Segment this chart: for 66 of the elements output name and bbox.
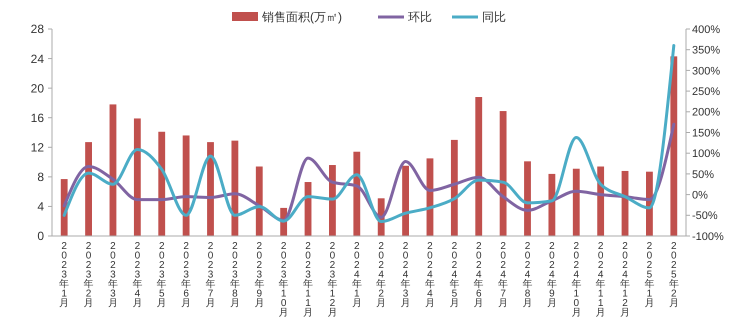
x-tick-label: 2023年7月 <box>206 241 216 309</box>
y2-tick-label: 100% <box>692 148 720 160</box>
x-tick-label: 2025年1月 <box>644 241 654 309</box>
x-tick-label: 2023年6月 <box>181 241 192 309</box>
y-tick-label: 4 <box>37 200 44 214</box>
y2-tick-label: 400% <box>692 24 720 36</box>
x-tick-label: 2023年11月 <box>303 241 314 318</box>
bar <box>304 182 312 236</box>
x-tick-label: 2023年2月 <box>84 241 94 309</box>
x-tick-label: 2024年6月 <box>474 241 484 309</box>
bar <box>524 161 531 236</box>
x-tick-label: 2024年11月 <box>596 241 606 318</box>
legend-label: 环比 <box>408 10 432 24</box>
legend-label: 销售面积(万㎡) <box>261 10 342 24</box>
x-tick-label: 2024年10月 <box>571 241 582 318</box>
y2-tick-label: 150% <box>692 127 720 140</box>
x-tick-label: 2023年12月 <box>327 241 338 318</box>
x-tick-label: 2024年9月 <box>546 241 557 309</box>
bar <box>182 135 190 236</box>
y2-tick-label: -50% <box>692 210 718 222</box>
bar <box>110 104 116 236</box>
x-tick-label: 2023年10月 <box>278 241 289 318</box>
bar <box>475 97 482 236</box>
bar <box>134 118 141 236</box>
y-tick-label: 20 <box>30 81 44 96</box>
bar <box>572 168 580 236</box>
y2-tick-label: 200% <box>692 106 720 119</box>
bar <box>329 165 336 236</box>
x-tick-label: 2025年2月 <box>668 241 679 309</box>
x-tick-label: 2024年8月 <box>522 241 532 309</box>
legend-label: 同比 <box>482 10 506 24</box>
y2-tick-label: 0% <box>692 189 708 202</box>
x-tick-label: 2023年4月 <box>132 241 142 309</box>
x-tick-label: 2024年3月 <box>400 241 411 309</box>
y-tick-label: 12 <box>30 140 44 154</box>
x-tick-label: 2023年1月 <box>59 241 70 309</box>
y2-tick-label: 250% <box>692 86 720 98</box>
x-tick-label: 2023年9月 <box>254 241 264 309</box>
x-tick-label: 2023年8月 <box>230 241 240 309</box>
bar <box>500 111 507 236</box>
bar <box>85 142 92 236</box>
y-tick-label: 0 <box>37 229 44 244</box>
x-tick-label: 2023年3月 <box>108 241 118 309</box>
x-tick-label: 2024年7月 <box>498 241 508 309</box>
y-tick-label: 16 <box>30 110 44 125</box>
x-tick-label: 2024年2月 <box>376 241 386 309</box>
bar <box>426 158 434 236</box>
bar <box>548 174 556 236</box>
bar <box>207 142 214 236</box>
line-series <box>62 44 676 224</box>
bar <box>450 140 458 236</box>
y-tick-label: 28 <box>30 22 44 36</box>
x-tick-label: 2024年4月 <box>424 241 435 309</box>
y2-tick-label: 350% <box>692 44 720 57</box>
y2-tick-label: 50% <box>692 168 714 181</box>
bar <box>402 166 409 236</box>
x-tick-label: 2024年12月 <box>620 241 630 318</box>
x-tick-label: 2024年5月 <box>449 241 460 309</box>
y2-tick-label: 300% <box>692 65 720 78</box>
y-tick-label: 8 <box>37 170 44 184</box>
y2-tick-label: -100% <box>692 230 724 243</box>
bar <box>231 140 238 236</box>
y-tick-label: 24 <box>30 52 44 66</box>
x-tick-label: 2024年1月 <box>352 241 362 309</box>
bar <box>622 170 628 236</box>
x-tick-label: 2023年5月 <box>156 241 167 309</box>
